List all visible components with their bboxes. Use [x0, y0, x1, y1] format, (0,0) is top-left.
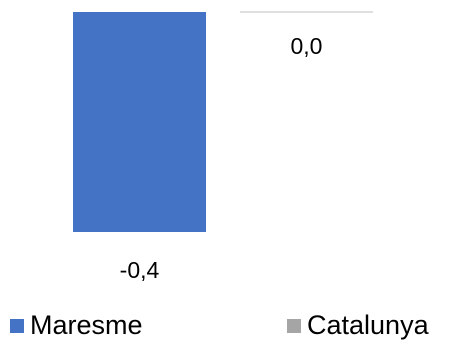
- legend-label-maresme: Maresme: [30, 310, 143, 340]
- legend: Maresme Catalunya: [0, 310, 452, 351]
- data-label-catalunya: 0,0: [291, 33, 323, 59]
- legend-item-catalunya: Catalunya: [287, 310, 429, 341]
- legend-item-maresme: Maresme: [10, 310, 143, 341]
- legend-swatch-catalunya: [287, 318, 301, 333]
- data-label-maresme: -0,4: [120, 257, 160, 283]
- legend-swatch-maresme: [10, 318, 24, 333]
- bar-maresme: [73, 12, 206, 232]
- legend-label-catalunya: Catalunya: [307, 310, 429, 340]
